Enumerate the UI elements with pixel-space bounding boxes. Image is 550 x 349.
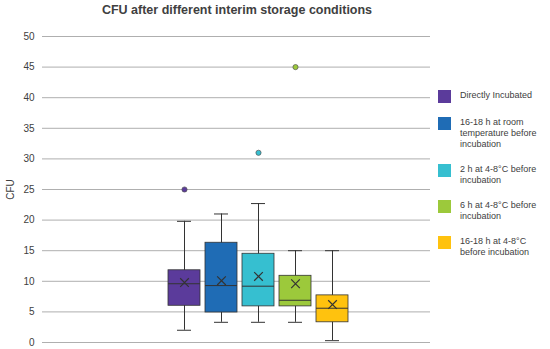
html-text:2 h at 4-8°C before incubation: 2 h at 4-8°C before incubation (460, 164, 537, 185)
svg-text:CFU: CFU (5, 179, 16, 200)
html-text:Directly Incubated: Directly Incubated (460, 90, 532, 100)
svg-text:20: 20 (23, 214, 35, 225)
svg-text:15: 15 (23, 245, 35, 256)
html-text:16-18 h at room temperature be: 16-18 h at room temperature before incub… (460, 117, 537, 149)
svg-text:10: 10 (23, 276, 35, 287)
svg-text:45: 45 (23, 61, 35, 72)
svg-text:5: 5 (29, 306, 35, 317)
svg-text:25: 25 (23, 184, 35, 195)
svg-text:50: 50 (23, 31, 35, 42)
svg-text:30: 30 (23, 153, 35, 164)
html-text:CFU after different interim st: CFU after different interim storage cond… (101, 3, 373, 17)
svg-text:35: 35 (23, 123, 35, 134)
html-text:16-18 h at 4-8°C before incuba: 16-18 h at 4-8°C before incubation (460, 236, 530, 257)
svg-text:40: 40 (23, 92, 35, 103)
html-text:6 h at 4-8°C before incubation: 6 h at 4-8°C before incubation (460, 200, 537, 221)
svg-text:0: 0 (29, 337, 35, 348)
